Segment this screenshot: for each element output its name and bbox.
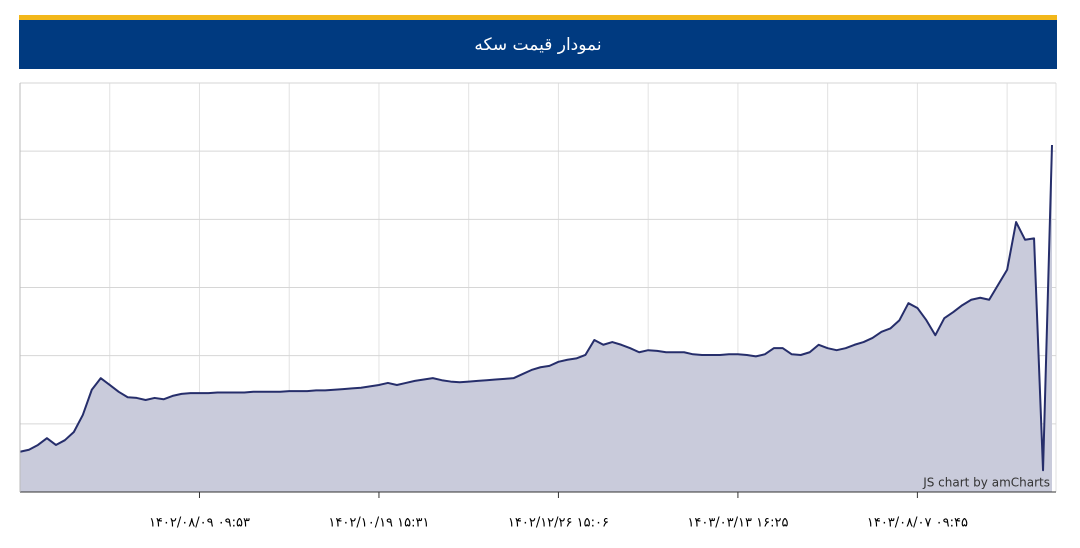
area [20,145,1052,492]
x-tick-label: ۱۴۰۳/۰۳/۱۳ ۱۶:۲۵ [687,516,788,531]
x-tick-label: ۱۴۰۳/۰۸/۰۷ ۰۹:۴۵ [867,516,968,531]
x-tick-label: ۱۴۰۲/۱۲/۲۶ ۱۵:۰۶ [508,516,609,531]
x-tick-label: ۱۴۰۲/۱۰/۱۹ ۱۵:۳۱ [328,516,429,531]
chart-title: نمودار قیمت سکه [474,35,601,55]
title-bar [19,20,1057,69]
title-accent [19,15,1057,20]
x-tick-label: ۱۴۰۲/۰۸/۰۹ ۰۹:۵۳ [149,516,250,531]
credit: JS chart by amCharts [922,476,1050,490]
line [19,145,1053,472]
